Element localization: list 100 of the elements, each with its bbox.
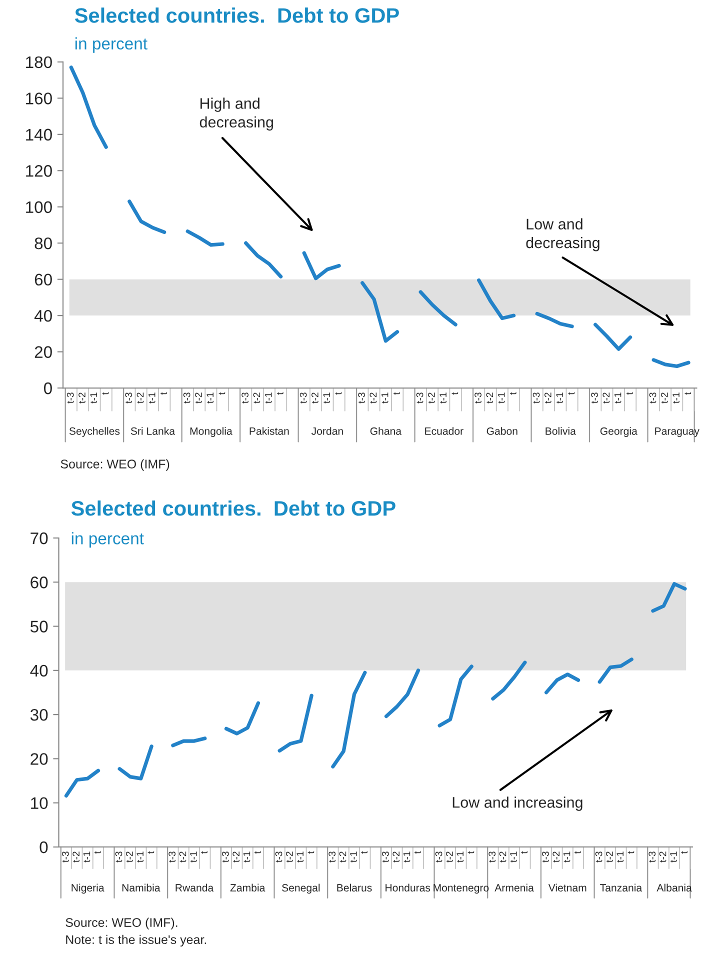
- text: Senegal: [282, 884, 320, 894]
- x-tick-label: t: [521, 851, 528, 854]
- x-tick-label: t-3: [532, 392, 540, 404]
- text: Montenegro: [434, 884, 489, 894]
- x-tick-label: t: [148, 851, 154, 854]
- x-tick-label: t: [574, 851, 581, 854]
- x-tick-label: t-2: [544, 392, 552, 404]
- x-tick-label: t: [308, 851, 314, 854]
- x-tick-label: t: [681, 851, 688, 854]
- x-tick-label: t-1: [616, 852, 624, 862]
- x-tick-label: t-2: [72, 852, 80, 862]
- x-tick-label: t-2: [312, 392, 318, 404]
- x-tick-label: t: [510, 392, 516, 395]
- x-tick-label: t-2: [499, 852, 506, 862]
- x-tick-label: t-1: [206, 392, 214, 404]
- x-tick-label: t: [201, 851, 208, 854]
- chart-subtitle: in percent: [72, 532, 144, 548]
- y-tick-label: 60: [34, 274, 52, 286]
- x-tick-label: t-2: [179, 852, 186, 862]
- x-tick-label: t: [684, 392, 692, 395]
- x-tick-label: t-3: [168, 852, 176, 862]
- x-tick-label: t-1: [456, 852, 464, 862]
- text: Namibia: [122, 884, 160, 892]
- x-tick-label: t-1: [323, 392, 330, 404]
- text: Belarus: [337, 884, 372, 892]
- y-tick-label: 50: [30, 620, 48, 632]
- x-tick-label: t-1: [498, 392, 505, 404]
- source-note: Source: WEO (IMF): [60, 459, 170, 471]
- source-note: Source: WEO (IMF). Note: t is the issue's year.: [66, 918, 206, 947]
- x-tick-label: t-2: [660, 392, 668, 404]
- text: Mongolia: [190, 427, 232, 437]
- text: Vietnam: [548, 884, 586, 892]
- text: Albania: [656, 884, 692, 892]
- y-tick-label: 60: [30, 576, 48, 588]
- y-tick-label: 20: [30, 753, 48, 765]
- x-tick-label: t: [277, 392, 284, 395]
- x-tick-label: t-1: [190, 852, 197, 862]
- x-tick-label: t: [394, 392, 400, 395]
- x-tick-label: t-3: [649, 392, 656, 404]
- chart-title: Selected countries. Debt to GDP: [74, 8, 399, 23]
- y-tick-label: 20: [34, 346, 52, 358]
- x-tick-label: t-1: [614, 392, 622, 404]
- x-tick-label: t-2: [446, 852, 453, 862]
- x-tick-label: t-2: [136, 392, 144, 404]
- x-tick-label: t-3: [474, 392, 482, 404]
- x-tick-label: t-1: [243, 852, 250, 862]
- x-tick-label: t: [628, 851, 634, 854]
- text: Sri Lanka: [130, 427, 175, 435]
- x-tick-label: t: [361, 851, 368, 854]
- x-tick-label: t-2: [659, 852, 666, 862]
- x-tick-label: t-3: [222, 852, 229, 862]
- x-tick-label: t-2: [195, 392, 202, 404]
- text: Pakistan: [250, 427, 289, 435]
- text: Ghana: [370, 427, 402, 435]
- x-tick-label: t: [626, 392, 633, 395]
- x-tick-label: t-1: [136, 852, 144, 862]
- x-tick-label: t-2: [486, 392, 494, 404]
- x-tick-label: t: [414, 851, 421, 854]
- x-tick-label: t-2: [552, 852, 560, 862]
- text: Tanzania: [600, 884, 642, 892]
- x-tick-label: t-3: [115, 852, 122, 862]
- text: Paraguay: [655, 427, 700, 437]
- x-tick-label: t-3: [595, 852, 602, 862]
- x-tick-label: t-3: [275, 852, 282, 862]
- text: Bolivia: [546, 427, 576, 435]
- x-tick-label: t: [468, 851, 474, 854]
- text: Honduras: [386, 884, 430, 892]
- x-tick-label: t-1: [381, 392, 388, 404]
- text: Seychelles: [69, 427, 120, 437]
- x-tick-label: t-3: [542, 852, 549, 862]
- x-tick-label: t-2: [253, 392, 260, 404]
- x-tick-label: t-1: [403, 852, 410, 862]
- x-tick-label: t-2: [286, 852, 293, 862]
- x-tick-label: t-1: [90, 392, 98, 404]
- x-tick-label: t-2: [602, 392, 610, 404]
- x-tick-label: t-1: [670, 852, 677, 862]
- y-tick-label: 0: [44, 382, 52, 394]
- x-tick-label: t-3: [242, 392, 248, 404]
- y-tick-label: 0: [40, 841, 48, 854]
- x-tick-label: t-1: [440, 392, 446, 404]
- text: Armenia: [494, 884, 534, 892]
- x-tick-label: t: [568, 392, 575, 395]
- x-tick-label: t-3: [648, 852, 656, 862]
- x-tick-label: t-3: [416, 392, 424, 404]
- x-tick-label: t: [335, 392, 342, 395]
- x-tick-label: t: [102, 392, 109, 395]
- x-tick-label: t-2: [392, 852, 400, 862]
- x-tick-label: t-3: [125, 392, 132, 404]
- x-tick-label: t-3: [66, 392, 74, 404]
- x-tick-label: t-1: [556, 392, 563, 404]
- text: Jordan: [311, 427, 343, 435]
- x-tick-label: t-2: [126, 852, 133, 862]
- annotation: Low and increasing: [452, 796, 582, 811]
- text: Rwanda: [176, 884, 214, 892]
- x-tick-label: t-1: [296, 852, 304, 862]
- x-tick-label: t-1: [510, 852, 517, 862]
- y-tick-label: 30: [30, 708, 48, 721]
- y-tick-label: 40: [30, 664, 48, 677]
- x-tick-label: t-1: [350, 852, 357, 862]
- x-tick-label: t: [94, 851, 101, 854]
